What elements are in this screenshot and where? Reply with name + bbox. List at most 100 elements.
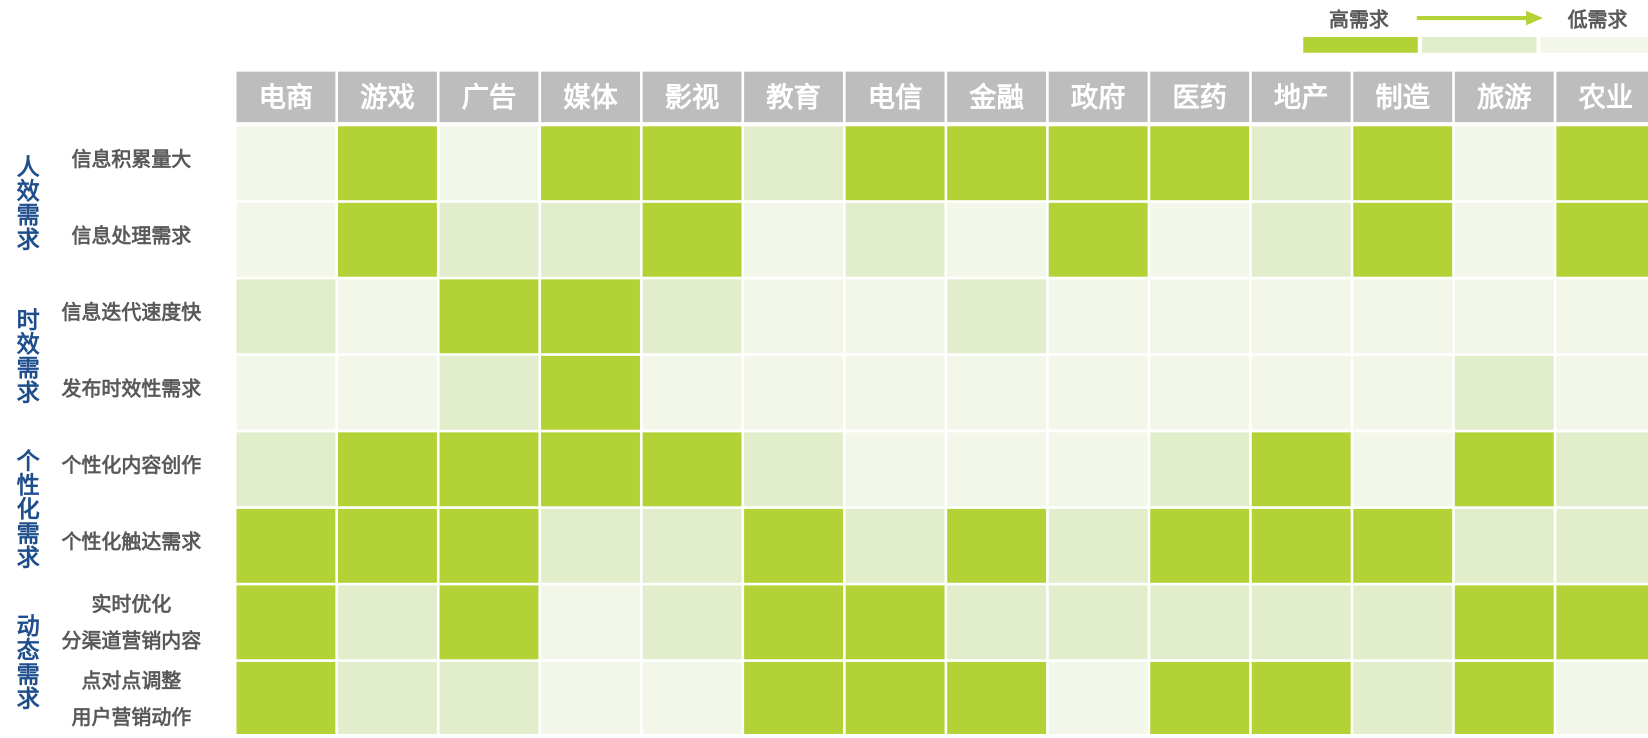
cell bbox=[1353, 508, 1453, 583]
cell bbox=[338, 661, 437, 736]
group-label: 时效需求 bbox=[12, 308, 40, 405]
column-label: 农业 bbox=[1577, 82, 1633, 113]
cell bbox=[642, 126, 742, 201]
header-cell bbox=[439, 71, 539, 123]
cell bbox=[1048, 508, 1148, 583]
row-label: 信息积累量大 bbox=[72, 147, 192, 171]
column-label: 教育 bbox=[766, 81, 821, 113]
cell bbox=[1556, 126, 1648, 201]
cell bbox=[439, 355, 539, 430]
cell bbox=[1150, 279, 1250, 354]
column-label: 政府 bbox=[1071, 81, 1126, 113]
cell bbox=[947, 661, 1047, 736]
cell bbox=[1251, 585, 1351, 660]
cell bbox=[947, 585, 1047, 660]
cell bbox=[845, 355, 945, 430]
cell bbox=[1556, 279, 1648, 354]
cell bbox=[744, 508, 844, 583]
cell bbox=[845, 126, 945, 201]
cell bbox=[642, 585, 742, 660]
group-label: 人效需求 bbox=[12, 154, 40, 251]
row-label: 发布时效性需求 bbox=[61, 376, 202, 400]
cell bbox=[744, 126, 844, 201]
column-label: 电信 bbox=[868, 82, 923, 113]
column-label: 医药 bbox=[1172, 82, 1227, 113]
column-label: 影视 bbox=[665, 82, 720, 113]
cell bbox=[1353, 126, 1453, 201]
header-cell bbox=[947, 71, 1047, 123]
cell bbox=[1048, 279, 1148, 354]
cell bbox=[1150, 508, 1250, 583]
cell bbox=[439, 279, 539, 354]
cell bbox=[1251, 126, 1351, 201]
cell bbox=[642, 432, 742, 507]
cell bbox=[338, 202, 437, 277]
cell bbox=[541, 661, 640, 736]
cell bbox=[1251, 508, 1351, 583]
cell bbox=[744, 432, 844, 507]
column-label: 金融 bbox=[968, 81, 1024, 113]
row-label: 个性化内容创作 bbox=[61, 453, 202, 477]
row-label: 个性化触达需求 bbox=[61, 529, 202, 553]
cell bbox=[439, 508, 539, 583]
cell bbox=[236, 126, 336, 201]
cell bbox=[541, 126, 640, 201]
cell bbox=[947, 126, 1047, 201]
cell bbox=[236, 279, 336, 354]
cell bbox=[439, 585, 539, 660]
cell bbox=[1353, 202, 1453, 277]
cell bbox=[642, 508, 742, 583]
cell bbox=[947, 508, 1047, 583]
legend-swatch bbox=[1303, 36, 1418, 53]
header-cell bbox=[1251, 71, 1351, 123]
header-cell bbox=[744, 71, 844, 123]
cell bbox=[1251, 432, 1351, 507]
cell bbox=[845, 661, 945, 736]
cell bbox=[236, 355, 336, 430]
legend-swatch bbox=[1422, 36, 1537, 53]
cell bbox=[1454, 585, 1554, 660]
cell bbox=[236, 508, 336, 583]
header-cell bbox=[642, 71, 742, 123]
cell bbox=[541, 202, 640, 277]
header-cell bbox=[845, 71, 945, 123]
cell bbox=[947, 202, 1047, 277]
cell bbox=[338, 279, 437, 354]
cell bbox=[845, 508, 945, 583]
cell bbox=[541, 585, 640, 660]
row-label: 用户营销动作 bbox=[72, 705, 192, 729]
header-cell bbox=[1150, 71, 1250, 123]
cell bbox=[744, 661, 844, 736]
legend-low: 低需求 bbox=[1567, 8, 1628, 32]
cell bbox=[744, 279, 844, 354]
cell bbox=[1556, 202, 1648, 277]
header-cell bbox=[236, 71, 336, 123]
cell bbox=[845, 432, 945, 507]
cell bbox=[338, 126, 437, 201]
cell bbox=[541, 432, 640, 507]
cell bbox=[1454, 508, 1554, 583]
cell bbox=[1454, 202, 1554, 277]
cell bbox=[642, 355, 742, 430]
cell bbox=[338, 355, 437, 430]
cell bbox=[1048, 202, 1148, 277]
cell bbox=[439, 126, 539, 201]
column-label: 旅游 bbox=[1477, 81, 1532, 113]
header-cell bbox=[1048, 71, 1148, 123]
cell bbox=[1251, 202, 1351, 277]
cell bbox=[236, 432, 336, 507]
group-label: 动态需求 bbox=[12, 614, 40, 711]
cell bbox=[845, 585, 945, 660]
cell bbox=[338, 508, 437, 583]
cell bbox=[1556, 585, 1648, 660]
cell bbox=[236, 202, 336, 277]
cell bbox=[845, 202, 945, 277]
cell bbox=[1251, 355, 1351, 430]
cell bbox=[1048, 355, 1148, 430]
row-label: 信息处理需求 bbox=[72, 223, 192, 247]
cell bbox=[1556, 432, 1648, 507]
cell bbox=[947, 279, 1047, 354]
cell bbox=[1048, 661, 1148, 736]
cell bbox=[1048, 585, 1148, 660]
cell bbox=[338, 432, 437, 507]
